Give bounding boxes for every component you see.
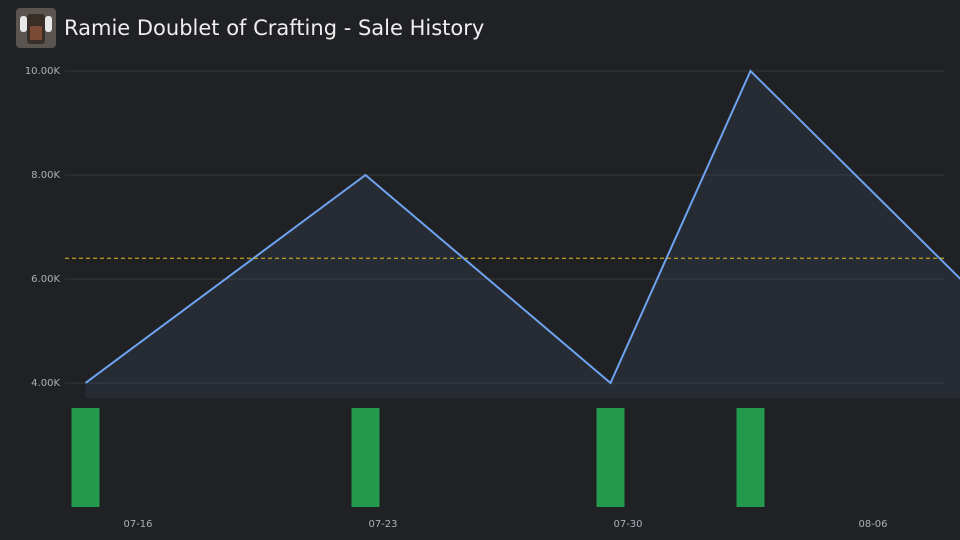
volume-bar xyxy=(736,408,765,507)
y-tick-label: 6.00K xyxy=(31,274,60,285)
y-tick-label: 4.00K xyxy=(31,378,60,389)
price-line xyxy=(84,69,960,385)
price-area xyxy=(85,71,960,399)
x-tick-label: 07-30 xyxy=(613,519,642,530)
volume-bar xyxy=(351,408,380,507)
x-tick-label: 07-23 xyxy=(368,519,397,530)
volume-bar xyxy=(71,408,100,507)
x-tick-label: 08-06 xyxy=(858,519,887,530)
x-tick-label: 07-16 xyxy=(123,519,152,530)
item-icon xyxy=(16,8,56,48)
y-tick-label: 8.00K xyxy=(31,170,60,181)
title: Ramie Doublet of Crafting - Sale History xyxy=(64,16,484,40)
volume-bar xyxy=(596,408,625,507)
y-tick-label: 10.00K xyxy=(25,66,61,77)
